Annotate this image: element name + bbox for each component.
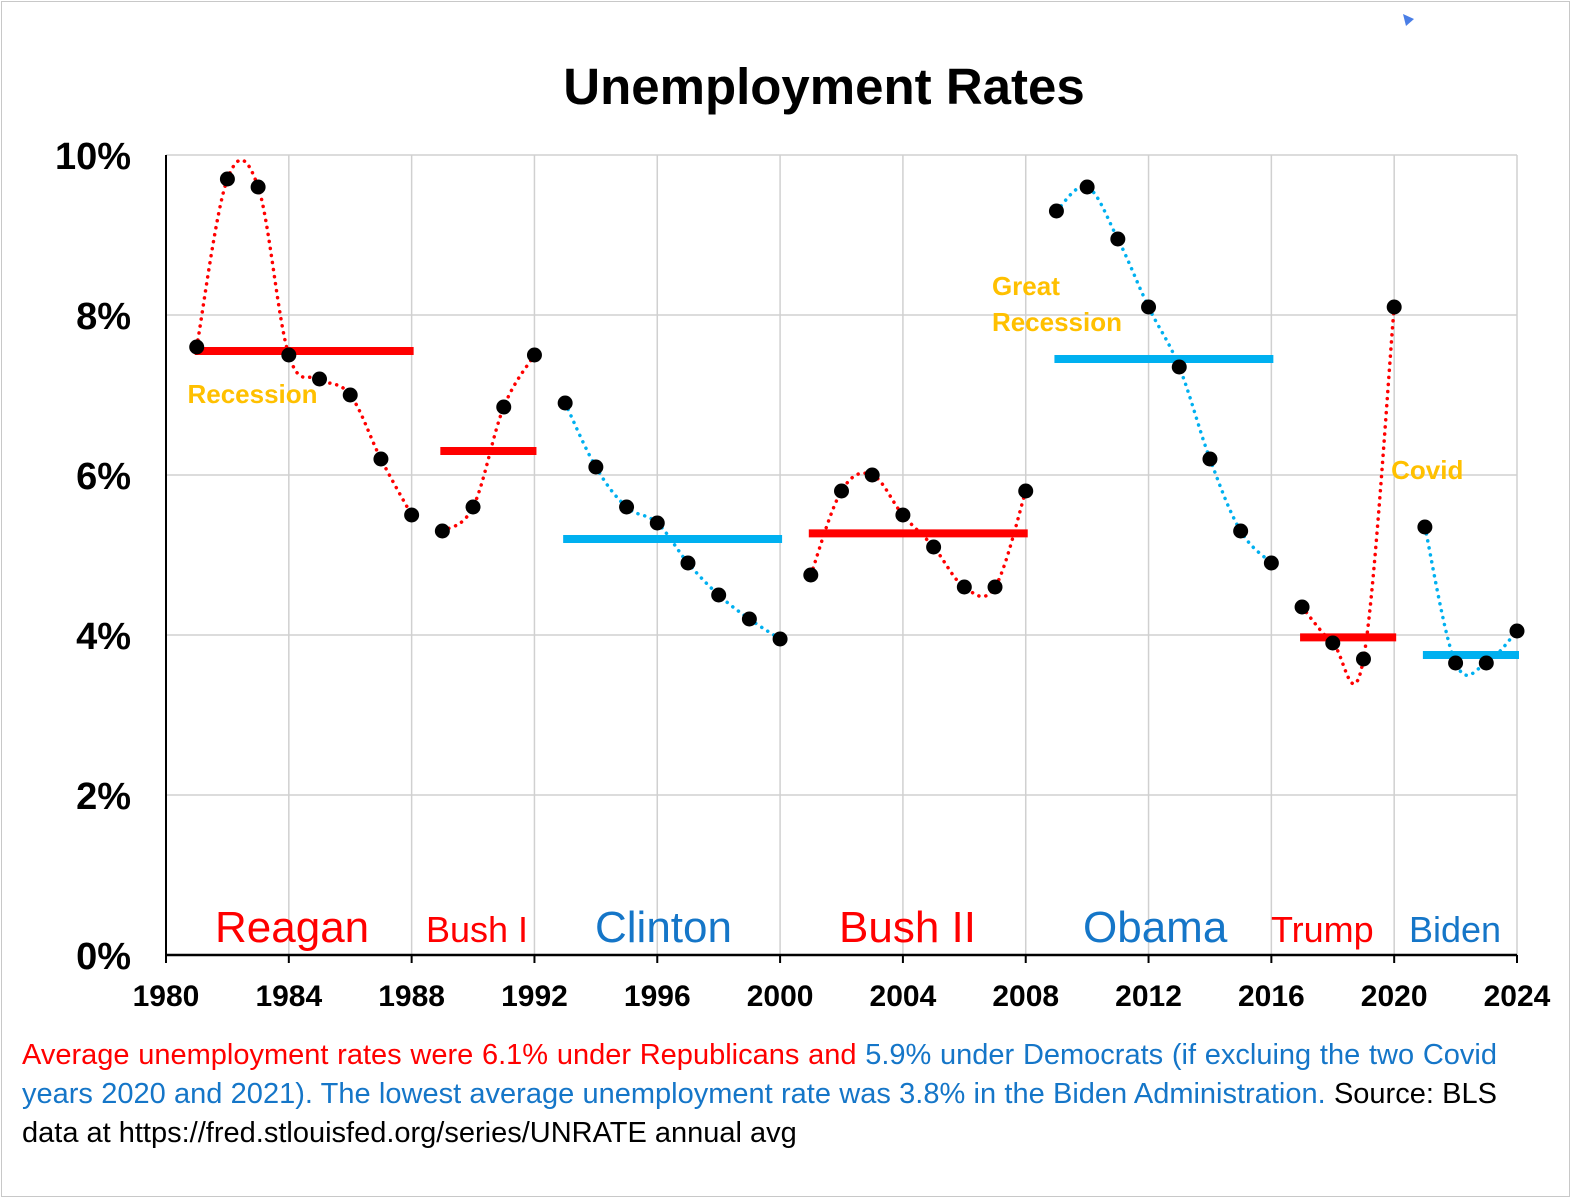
data-point [250, 179, 266, 195]
data-point [772, 631, 788, 647]
gridlines [166, 154, 1518, 955]
y-tick-label: 6% [76, 456, 131, 498]
axes: 1980 1984 1988 1992 1996 2000 2004 2008 2012 2016… [55, 136, 1551, 1013]
y-tick-label: 2% [76, 776, 131, 818]
data-point [219, 171, 235, 187]
x-tick-label: 1988 [378, 980, 445, 1013]
series-label-trump: Trump [1271, 909, 1374, 950]
annotation-label: Great [992, 271, 1060, 301]
annotation-label: Recession [992, 307, 1122, 337]
x-tick-label: 2000 [747, 980, 814, 1013]
y-tick-label: 8% [76, 296, 131, 338]
data-point [987, 579, 1003, 595]
caption-source-text: Source: BLS data at https://fred.stlouis… [22, 1078, 1497, 1149]
x-tick-label: 1984 [255, 980, 322, 1013]
data-point [1417, 519, 1433, 535]
data-point [864, 467, 880, 483]
data-point [465, 499, 481, 515]
data-point [1325, 635, 1341, 651]
data-point [803, 567, 819, 583]
x-tick-label: 1992 [501, 980, 568, 1013]
data-point [1448, 655, 1464, 671]
x-tick-label: 2008 [992, 980, 1059, 1013]
data-point [895, 507, 911, 523]
data-point [404, 507, 420, 523]
data-point [588, 459, 604, 475]
data-point [1171, 359, 1187, 375]
average-bars [194, 347, 1519, 659]
data-point [680, 555, 696, 571]
series-label-obama: Obama [1083, 903, 1228, 952]
chart-caption: Average unemployment rates were 6.1% und… [22, 1036, 1497, 1153]
data-point [1110, 231, 1126, 247]
data-point [434, 523, 450, 539]
x-tick-label: 2004 [870, 980, 937, 1013]
series-line-clinton [563, 401, 782, 641]
data-point [1294, 599, 1310, 615]
data-point [1202, 451, 1218, 467]
annotation-label: Recession [187, 379, 317, 409]
series-line-obama [1054, 184, 1274, 565]
data-point [1048, 203, 1064, 219]
president-labels: Reagan Bush I Clinton Bush II Obama Trump Bide… [215, 903, 1501, 952]
y-tick-label: 0% [76, 936, 131, 978]
data-point [1018, 483, 1034, 499]
data-point [711, 587, 727, 603]
caption-democrat-text: 5.9% under Democrats (if excluing the tw… [22, 1039, 1497, 1110]
series-line-trump [1300, 305, 1396, 686]
data-point [1141, 299, 1157, 315]
series-label-biden: Biden [1409, 909, 1501, 950]
series-line-biden [1423, 525, 1519, 677]
series-lines [194, 158, 1519, 686]
y-tick-label: 10% [55, 136, 131, 178]
series-label-bush-i: Bush I [426, 909, 528, 950]
chart-title: Unemployment Rates [563, 58, 1084, 115]
x-tick-label: 1996 [624, 980, 691, 1013]
data-point [557, 395, 573, 411]
y-tick-label: 4% [76, 616, 131, 658]
caption-republican-text: Average unemployment rates were 6.1% und… [22, 1039, 866, 1071]
data-point [526, 347, 542, 363]
data-point [1509, 623, 1525, 639]
data-point [496, 399, 512, 415]
x-tick-label: 2020 [1361, 980, 1428, 1013]
series-label-reagan: Reagan [215, 903, 369, 952]
data-point [741, 611, 757, 627]
series-label-clinton: Clinton [595, 903, 732, 952]
series-line-bush-i [440, 353, 537, 533]
annotation-label: Covid [1391, 455, 1463, 485]
data-point [189, 339, 205, 355]
data-point [1263, 555, 1279, 571]
data-point [1478, 655, 1494, 671]
data-point [373, 451, 389, 467]
x-tick-label: 1980 [133, 980, 200, 1013]
series-label-bush-ii: Bush II [839, 903, 976, 952]
data-point [926, 539, 942, 555]
x-tick-label: 2016 [1238, 980, 1305, 1013]
x-tick-label: 2024 [1484, 980, 1551, 1013]
data-point [342, 387, 358, 403]
data-point [1079, 179, 1095, 195]
x-tick-label: 2012 [1115, 980, 1182, 1013]
data-point [1233, 523, 1249, 539]
data-point [1386, 299, 1402, 315]
data-points [189, 171, 1525, 671]
data-point [956, 579, 972, 595]
data-point [619, 499, 635, 515]
data-point [281, 347, 297, 363]
data-point [1355, 651, 1371, 667]
cursor-arrow-icon [1403, 14, 1414, 26]
data-point [834, 483, 849, 499]
annotations: Recession Great Recession Covid [187, 271, 1463, 485]
data-point [649, 515, 665, 531]
unemployment-chart: Unemployment Rates 1980 1984 1988 1992 1996 2… [55, 14, 1551, 1013]
data-point [312, 371, 328, 387]
